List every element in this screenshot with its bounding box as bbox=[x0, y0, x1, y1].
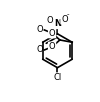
Text: -: - bbox=[67, 12, 69, 18]
Text: +: + bbox=[58, 18, 63, 23]
Text: O: O bbox=[49, 29, 55, 38]
Text: O: O bbox=[37, 26, 44, 34]
Text: N: N bbox=[54, 19, 61, 28]
Text: O: O bbox=[46, 16, 53, 25]
Text: O: O bbox=[61, 15, 68, 24]
Text: Cl: Cl bbox=[53, 73, 62, 82]
Text: O: O bbox=[37, 45, 44, 54]
Text: O: O bbox=[49, 42, 55, 51]
